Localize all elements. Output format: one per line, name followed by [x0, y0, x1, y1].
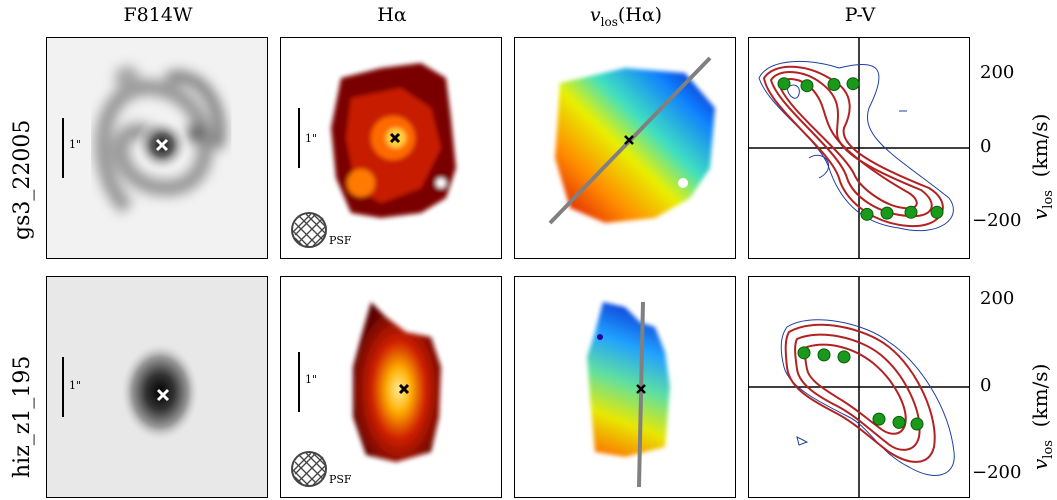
pv-data-point [872, 412, 886, 426]
halpha-map-hiz: 1" PSF [280, 276, 502, 498]
row-label-hiz-z1-195: hiz_z1_195 [10, 355, 35, 478]
halpha-flux-map [291, 302, 441, 487]
column-title-halpha: Hα [377, 4, 407, 26]
halpha-map-gs3: 1" PSF [280, 37, 502, 259]
halpha-flux-map [291, 63, 456, 248]
psf-label: PSF [329, 473, 352, 486]
scale-bar-label: 1" [305, 373, 318, 386]
pv-data-point [777, 77, 791, 91]
galaxy-compact-image [47, 277, 267, 497]
vlos-map-hiz [514, 276, 736, 498]
psf-circle-icon [291, 451, 327, 487]
f814w-image-gs3: 1" [46, 37, 268, 259]
pv-tick-label: 0 [980, 136, 992, 157]
pv-data-point [800, 79, 814, 93]
pv-plot-hiz [749, 277, 969, 497]
pv-data-point [797, 346, 811, 360]
pv-plot-gs3 [749, 38, 969, 258]
pv-data-point [930, 205, 944, 219]
galaxy-spiral-image [47, 38, 267, 258]
column-title-f814w: F814W [123, 4, 193, 26]
scale-bar-label: 1" [305, 132, 318, 145]
velocity-map [548, 56, 715, 225]
pv-diagram-hiz [748, 276, 970, 498]
column-title-vlos: vlos(Hα) [589, 4, 663, 29]
pv-tick-label: 0 [980, 375, 992, 396]
pv-data-point [860, 207, 874, 221]
psf-circle-icon [291, 212, 327, 248]
pv-tick-label: −200 [972, 462, 1022, 483]
pv-data-point [837, 350, 851, 364]
pv-data-point [904, 205, 918, 219]
pv-data-point [827, 77, 841, 91]
pv-tick-label: −200 [972, 210, 1022, 231]
pv-axis-label-gs3: vlos (km/s) [1028, 113, 1056, 220]
row-label-gs3-22005: gs3_22005 [10, 119, 35, 240]
psf-label: PSF [329, 234, 352, 247]
f814w-image-hiz: 1" [46, 276, 268, 498]
pv-data-point [910, 417, 924, 431]
pv-tick-label: 200 [980, 288, 1015, 309]
pv-data-point [817, 348, 831, 362]
pv-diagram-gs3 [748, 37, 970, 259]
pv-data-point [846, 77, 860, 91]
vlos-map-gs3 [514, 37, 736, 259]
velocity-map [587, 301, 670, 488]
scale-bar-label: 1" [69, 138, 82, 151]
pv-axis-label-hiz: vlos (km/s) [1028, 363, 1056, 470]
pv-tick-label: 200 [980, 62, 1015, 83]
pv-data-point [880, 206, 894, 220]
scale-bar-label: 1" [69, 379, 82, 392]
column-title-pv: P-V [844, 4, 876, 26]
pv-data-point [892, 415, 906, 429]
